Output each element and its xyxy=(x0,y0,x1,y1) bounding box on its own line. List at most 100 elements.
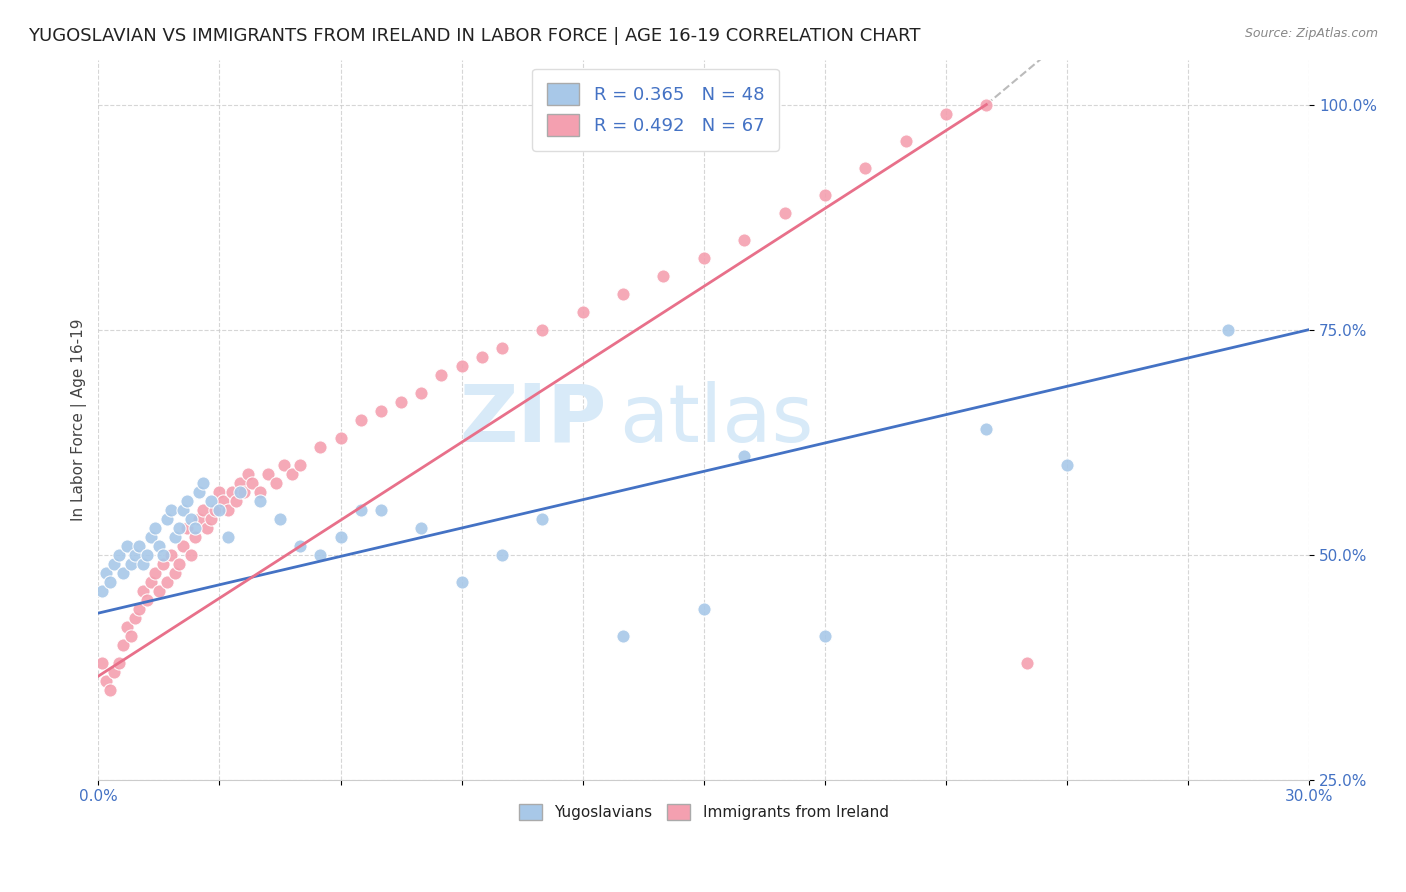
Point xyxy=(184,530,207,544)
Point xyxy=(132,583,155,598)
Point xyxy=(309,440,332,454)
Point xyxy=(370,502,392,516)
Point xyxy=(128,539,150,553)
Point xyxy=(894,134,917,148)
Point xyxy=(204,502,226,516)
Point xyxy=(733,233,755,247)
Point xyxy=(693,251,716,265)
Point xyxy=(184,520,207,534)
Point xyxy=(228,484,250,499)
Point xyxy=(163,566,186,580)
Point xyxy=(180,511,202,525)
Point xyxy=(411,520,433,534)
Point xyxy=(814,629,837,643)
Point xyxy=(264,475,287,490)
Point xyxy=(156,511,179,525)
Point xyxy=(1218,323,1240,337)
Point xyxy=(208,484,231,499)
Point xyxy=(193,502,215,516)
Point xyxy=(450,574,472,589)
Point xyxy=(249,493,271,508)
Point xyxy=(652,268,675,283)
Point xyxy=(221,484,243,499)
Point xyxy=(232,484,254,499)
Point xyxy=(257,467,280,481)
Point xyxy=(288,458,311,472)
Point xyxy=(103,557,125,571)
Point xyxy=(176,493,198,508)
Point xyxy=(188,484,211,499)
Text: YUGOSLAVIAN VS IMMIGRANTS FROM IRELAND IN LABOR FORCE | AGE 16-19 CORRELATION CH: YUGOSLAVIAN VS IMMIGRANTS FROM IRELAND I… xyxy=(28,27,921,45)
Point xyxy=(329,530,352,544)
Point xyxy=(160,502,183,516)
Point xyxy=(107,656,129,670)
Point xyxy=(450,359,472,373)
Point xyxy=(411,385,433,400)
Point xyxy=(152,548,174,562)
Point xyxy=(172,502,194,516)
Point xyxy=(491,548,513,562)
Point xyxy=(193,475,215,490)
Point xyxy=(91,583,114,598)
Point xyxy=(200,511,222,525)
Point xyxy=(100,682,122,697)
Point xyxy=(195,520,218,534)
Point xyxy=(163,530,186,544)
Point xyxy=(217,530,239,544)
Point xyxy=(531,323,554,337)
Point xyxy=(350,502,373,516)
Point xyxy=(115,619,138,633)
Point xyxy=(531,511,554,525)
Point xyxy=(208,502,231,516)
Point xyxy=(240,475,263,490)
Point xyxy=(107,548,129,562)
Point xyxy=(281,467,304,481)
Point xyxy=(249,484,271,499)
Point xyxy=(111,566,134,580)
Point xyxy=(176,520,198,534)
Point xyxy=(172,539,194,553)
Point xyxy=(212,493,235,508)
Point xyxy=(273,458,295,472)
Point xyxy=(329,431,352,445)
Point xyxy=(370,403,392,417)
Point xyxy=(773,205,796,219)
Point xyxy=(976,97,998,112)
Point xyxy=(139,574,162,589)
Point xyxy=(96,566,118,580)
Point xyxy=(120,557,142,571)
Point xyxy=(120,629,142,643)
Point xyxy=(148,539,170,553)
Point xyxy=(91,656,114,670)
Point xyxy=(571,304,593,318)
Legend: Yugoslavians, Immigrants from Ireland: Yugoslavians, Immigrants from Ireland xyxy=(513,797,894,826)
Point xyxy=(96,673,118,688)
Point xyxy=(1056,458,1078,472)
Point xyxy=(976,421,998,435)
Point xyxy=(228,475,250,490)
Point xyxy=(288,539,311,553)
Point xyxy=(124,548,146,562)
Point xyxy=(167,520,190,534)
Point xyxy=(471,350,494,364)
Point xyxy=(1015,656,1038,670)
Point xyxy=(430,368,453,382)
Point xyxy=(853,161,876,175)
Point xyxy=(491,341,513,355)
Point xyxy=(200,493,222,508)
Point xyxy=(115,539,138,553)
Point xyxy=(350,412,373,426)
Point xyxy=(156,574,179,589)
Point xyxy=(693,601,716,615)
Point xyxy=(612,629,634,643)
Point xyxy=(152,557,174,571)
Point xyxy=(143,520,166,534)
Y-axis label: In Labor Force | Age 16-19: In Labor Force | Age 16-19 xyxy=(72,318,87,521)
Point xyxy=(309,548,332,562)
Point xyxy=(128,601,150,615)
Text: ZIP: ZIP xyxy=(460,381,607,458)
Point xyxy=(143,566,166,580)
Point xyxy=(180,548,202,562)
Text: atlas: atlas xyxy=(619,381,814,458)
Point xyxy=(111,638,134,652)
